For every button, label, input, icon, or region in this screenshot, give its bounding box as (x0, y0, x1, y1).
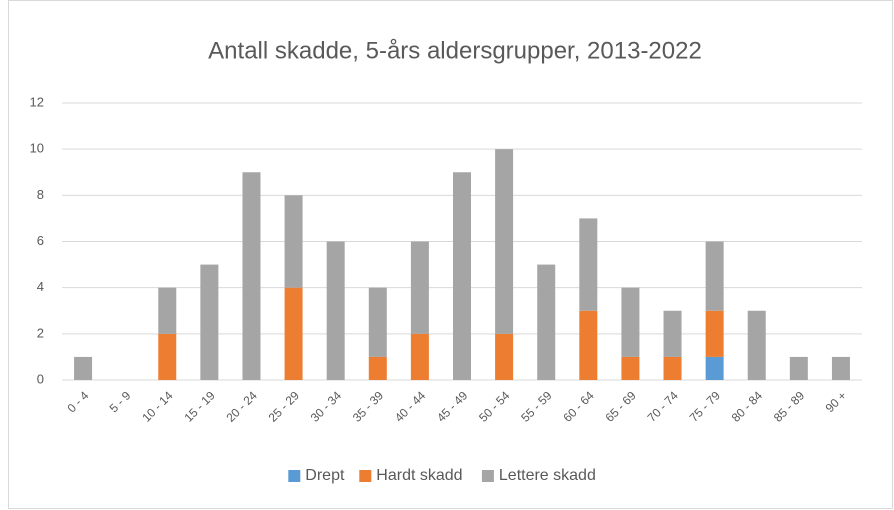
bar-segment (410, 333, 429, 380)
bar-segment (158, 287, 177, 334)
bar-segment (200, 264, 219, 380)
y-tick-label: 4 (37, 279, 44, 294)
y-tick-label: 6 (37, 233, 44, 248)
bar-segment (705, 241, 724, 311)
bar-segment (579, 218, 598, 311)
legend-label: Lettere skadd (499, 467, 596, 484)
bar-segment (284, 287, 303, 380)
bar-segment (663, 356, 682, 380)
bar-segment (158, 333, 177, 380)
bar-segment (621, 356, 640, 380)
y-tick-label: 2 (37, 325, 44, 340)
chart-title: Antall skadde, 5-års aldersgrupper, 2013… (208, 37, 702, 64)
bar-segment (284, 195, 303, 288)
chart-border (8, 0, 893, 509)
bar-segment (705, 310, 724, 357)
legend-label: Hardt skadd (376, 467, 462, 484)
bar-segment (74, 356, 93, 380)
y-tick-label: 8 (37, 187, 44, 202)
bar-segment (453, 172, 471, 380)
bar-segment (495, 333, 514, 380)
bar-segment (663, 310, 682, 357)
legend-swatch (288, 470, 301, 482)
bar-segment (747, 310, 766, 380)
bar-segment (789, 356, 808, 380)
bar-segment (368, 287, 387, 357)
bar-segment (831, 356, 850, 380)
bar-segment (368, 356, 387, 380)
bar-segment (621, 287, 640, 357)
bar-segment (495, 149, 514, 334)
bar-segment (242, 172, 261, 380)
legend-swatch (359, 470, 372, 482)
legend-swatch (481, 470, 494, 482)
bar-segment (410, 241, 429, 334)
bar-segment (537, 264, 556, 380)
legend-label: Drept (305, 467, 345, 484)
y-tick-label: 12 (30, 94, 44, 109)
bar-segment (579, 310, 598, 380)
y-tick-label: 0 (37, 371, 44, 386)
bar-segment (326, 241, 345, 380)
bar-segment (705, 356, 724, 380)
y-tick-label: 10 (30, 141, 44, 156)
